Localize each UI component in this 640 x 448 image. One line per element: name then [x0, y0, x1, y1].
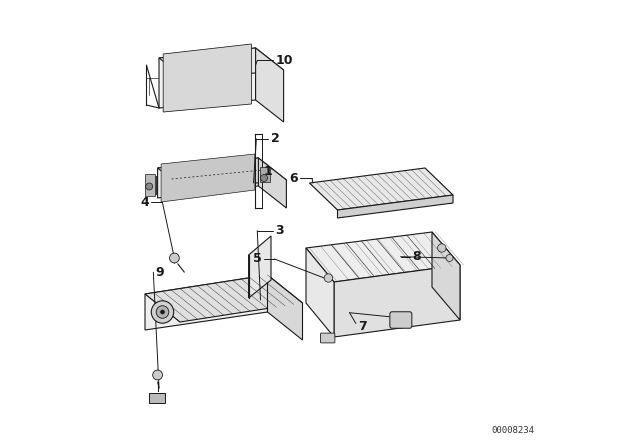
- Polygon shape: [161, 154, 255, 202]
- Polygon shape: [248, 236, 271, 298]
- Text: 5: 5: [253, 252, 262, 266]
- Bar: [145, 174, 155, 196]
- Text: 8: 8: [412, 250, 420, 263]
- Circle shape: [151, 301, 173, 323]
- Text: 1: 1: [264, 164, 273, 178]
- Bar: [148, 176, 156, 194]
- FancyBboxPatch shape: [149, 393, 164, 403]
- Polygon shape: [145, 275, 303, 322]
- Circle shape: [161, 310, 164, 314]
- FancyBboxPatch shape: [321, 333, 335, 343]
- Polygon shape: [334, 265, 460, 337]
- Circle shape: [156, 306, 169, 318]
- Circle shape: [260, 175, 268, 181]
- Polygon shape: [259, 158, 287, 208]
- Text: 4: 4: [140, 195, 149, 209]
- Circle shape: [438, 244, 446, 252]
- Polygon shape: [310, 168, 453, 210]
- Circle shape: [170, 253, 179, 263]
- Circle shape: [153, 370, 163, 380]
- Text: 00008234: 00008234: [491, 426, 534, 435]
- Text: 9: 9: [155, 266, 164, 279]
- Circle shape: [146, 183, 153, 190]
- Polygon shape: [163, 44, 252, 112]
- Text: 3: 3: [275, 224, 284, 237]
- Text: 7: 7: [358, 319, 367, 333]
- Text: 2: 2: [271, 132, 280, 146]
- Polygon shape: [337, 195, 453, 218]
- Polygon shape: [255, 48, 284, 122]
- Polygon shape: [268, 275, 303, 340]
- Circle shape: [324, 274, 333, 282]
- Circle shape: [446, 254, 453, 262]
- Bar: [148, 176, 156, 194]
- Polygon shape: [159, 48, 284, 80]
- Text: 6: 6: [289, 172, 298, 185]
- Polygon shape: [145, 275, 268, 330]
- Polygon shape: [432, 232, 460, 320]
- Polygon shape: [157, 158, 259, 198]
- Polygon shape: [159, 48, 255, 108]
- Polygon shape: [306, 248, 334, 337]
- Text: 10: 10: [275, 54, 292, 67]
- FancyBboxPatch shape: [390, 312, 412, 328]
- Bar: [260, 167, 269, 181]
- Polygon shape: [306, 232, 460, 282]
- Polygon shape: [157, 158, 287, 190]
